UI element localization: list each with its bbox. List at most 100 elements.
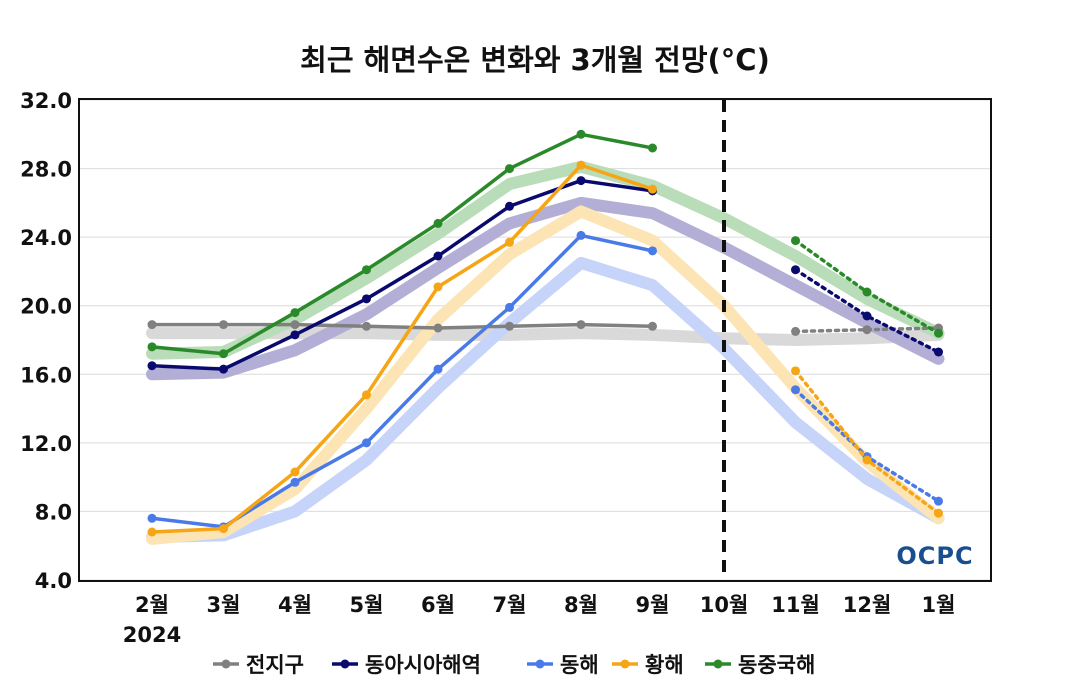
observed-point	[147, 513, 157, 523]
legend-swatch-marker	[620, 659, 630, 669]
x-tick-label: 9월	[636, 593, 670, 617]
observed-point	[576, 320, 586, 330]
legend-swatch-marker	[713, 659, 723, 669]
observed-point	[648, 184, 657, 194]
y-tick-label: 20.0	[20, 295, 72, 319]
observed-point	[648, 321, 657, 331]
y-tick-label: 8.0	[35, 500, 72, 524]
x-tick-label: 5월	[350, 593, 384, 617]
observed-point	[505, 237, 514, 247]
y-tick-label: 4.0	[35, 569, 72, 593]
legend-swatch-marker	[340, 659, 350, 669]
y-tick-label: 28.0	[20, 158, 72, 182]
observed-point	[290, 320, 300, 330]
observed-point	[362, 390, 371, 400]
series-lines	[147, 129, 943, 537]
legend-label: 황해	[645, 653, 684, 677]
observed-point	[219, 320, 228, 330]
forecast-point	[791, 385, 800, 395]
observed-point	[433, 364, 443, 374]
observed-point	[147, 527, 157, 537]
ocpc-logo: OCPC	[896, 542, 973, 570]
observed-point	[576, 176, 586, 186]
observed-point	[505, 302, 514, 312]
observed-point	[362, 321, 371, 331]
observed-point	[362, 294, 371, 304]
legend-label: 동해	[560, 653, 599, 677]
observed-line	[152, 322, 653, 330]
forecast-point	[934, 508, 943, 518]
observed-point	[505, 164, 514, 174]
x-tick-label: 2월	[135, 593, 169, 617]
x-tick-label: 7월	[493, 593, 527, 617]
observed-point	[433, 218, 443, 228]
y-tick-label: 32.0	[20, 89, 72, 113]
observed-point	[648, 246, 657, 256]
x-tick-label: 6월	[421, 593, 455, 617]
observed-point	[219, 364, 228, 374]
observed-point	[290, 467, 300, 477]
forecast-point	[934, 347, 943, 357]
x-tick-label: 11월	[771, 593, 820, 617]
x-tick-label: 3월	[207, 593, 241, 617]
x-tick-label: 1월	[922, 593, 956, 617]
forecast-point	[791, 366, 800, 376]
forecast-point	[862, 455, 872, 465]
observed-point	[219, 349, 228, 359]
observed-point	[576, 230, 586, 240]
forecast-point	[862, 287, 872, 297]
legend-item: 황해	[612, 653, 684, 677]
legend-label: 전지구	[246, 653, 304, 677]
x-tick-label: 12월	[843, 593, 892, 617]
observed-point	[147, 361, 157, 371]
observed-point	[290, 330, 300, 340]
observed-point	[433, 251, 443, 261]
y-tick-label: 24.0	[20, 226, 72, 250]
observed-point	[219, 524, 228, 534]
y-axis-ticks: 4.0 8.0 12.0 16.0 20.0 24.0 28.0 32.0	[20, 89, 72, 593]
observed-point	[576, 129, 586, 139]
forecast-point	[862, 311, 872, 321]
observed-point	[290, 477, 300, 487]
chart-title: 최근 해면수온 변화와 3개월 전망(°C)	[300, 43, 770, 77]
observed-line	[151, 163, 654, 534]
y-tick-label: 12.0	[20, 432, 72, 456]
forecast-point	[791, 236, 800, 246]
climatology-band	[146, 196, 945, 381]
legend: 전지구 동아시아해역 동해 황해 동중국해	[213, 653, 815, 677]
observed-line	[151, 178, 653, 371]
y-tick-label: 16.0	[20, 363, 72, 387]
legend-item: 동아시아해역	[332, 653, 481, 677]
forecast-line	[793, 267, 941, 354]
observed-point	[433, 323, 443, 333]
observed-point	[505, 321, 514, 331]
forecast-point	[862, 325, 872, 335]
forecast-point	[934, 496, 943, 506]
plot-frame	[78, 98, 992, 582]
legend-label: 동아시아해역	[365, 653, 481, 677]
x-tick-label: 10월	[700, 593, 749, 617]
x-tick-label: 4월	[278, 593, 312, 617]
observed-point	[147, 320, 157, 330]
legend-item: 전지구	[213, 653, 304, 677]
observed-point	[433, 282, 443, 292]
forecast-point	[791, 326, 800, 336]
legend-swatch-marker	[221, 659, 231, 669]
x-axis-ticks: 2월 3월 4월 5월 6월 7월 8월 9월 10월 11월 12월 1월	[135, 593, 955, 617]
legend-label: 동중국해	[738, 653, 815, 677]
observed-point	[505, 201, 514, 211]
logo-text: OCPC	[896, 542, 973, 570]
legend-item: 동해	[527, 653, 599, 677]
legend-item: 동중국해	[705, 653, 815, 677]
observed-line	[151, 132, 653, 356]
x-tick-label: 8월	[564, 593, 598, 617]
observed-point	[362, 438, 371, 448]
climatology-band	[146, 256, 945, 544]
forecast-point	[791, 265, 800, 275]
observed-point	[648, 143, 657, 153]
observed-point	[576, 160, 586, 170]
forecast-point	[934, 328, 943, 338]
climatology-bands	[146, 160, 945, 545]
climatology-band	[146, 327, 945, 346]
